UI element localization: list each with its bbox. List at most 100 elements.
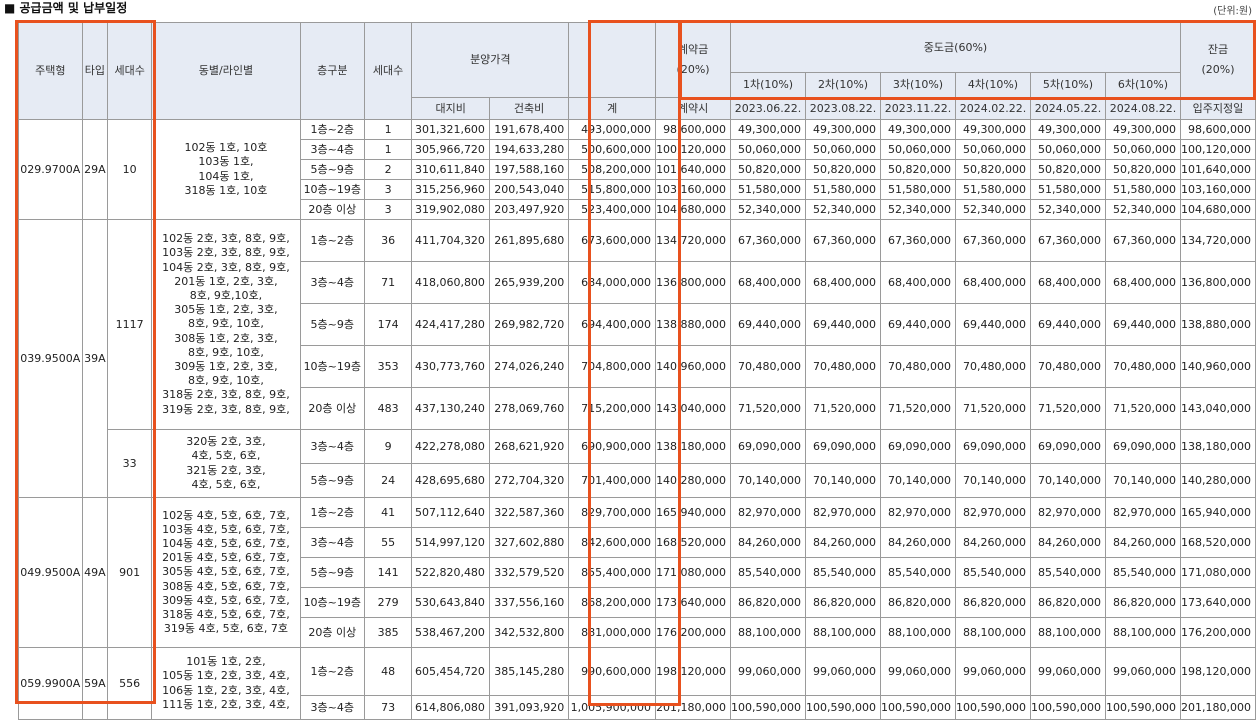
middle-payment-cell: 50,820,000 xyxy=(1029,159,1106,180)
middle-payment-cell: 88,100,000 xyxy=(1104,617,1181,648)
header-building-cost: 건축비 xyxy=(488,97,570,120)
floor-cell: 5층~9층 xyxy=(299,303,365,346)
deposit-cell: 143,040,000 xyxy=(655,387,732,430)
middle-payment-cell: 100,590,000 xyxy=(1104,695,1181,720)
middle-payment-cell: 82,970,000 xyxy=(805,497,882,528)
households-cell: 901 xyxy=(107,497,153,648)
balance-cell: 140,960,000 xyxy=(1179,345,1256,388)
header-balance-pct: (20%) xyxy=(1201,63,1235,76)
floor-households-cell: 483 xyxy=(363,387,413,430)
balance-cell: 138,180,000 xyxy=(1179,429,1256,464)
dong-line-text: 319동 4호, 5호, 6호, 7호 xyxy=(163,622,288,636)
type-cell: 39A xyxy=(81,219,109,498)
total-cell: 842,600,000 xyxy=(568,527,657,558)
total-cell: 829,700,000 xyxy=(568,497,657,528)
building-cost-cell: 322,587,360 xyxy=(488,497,570,528)
middle-payment-cell: 70,480,000 xyxy=(880,345,956,388)
middle-payment-cell: 67,360,000 xyxy=(805,219,882,262)
table-row: 3층~4층 71 418,060,800 265,939,200 684,000,000… xyxy=(19,261,1256,304)
total-cell: 515,800,000 xyxy=(568,179,657,200)
dong-line-text: 319동 2호, 3호, 8호, 9호, xyxy=(162,402,290,416)
balance-cell: 103,160,000 xyxy=(1179,179,1256,200)
middle-payment-cell: 85,540,000 xyxy=(1029,557,1106,588)
dong-line-text: 105동 1호, 2호, 3호, 4호, xyxy=(162,669,290,683)
middle-payment-cell: 69,440,000 xyxy=(1029,303,1106,346)
total-cell: 715,200,000 xyxy=(568,387,657,430)
dong-line-cell: 101동 1호, 2호, 105동 1호, 2호, 3호, 4호, 106동 1호,… xyxy=(151,647,301,720)
deposit-cell: 101,640,000 xyxy=(655,159,732,180)
middle-payment-cell: 69,090,000 xyxy=(805,429,882,464)
header-middle-round: 2차(10%) xyxy=(805,72,882,98)
floor-households-cell: 36 xyxy=(363,219,413,262)
floor-cell: 5층~9층 xyxy=(299,463,365,498)
floor-households-cell: 141 xyxy=(363,557,413,588)
building-cost-cell: 203,497,920 xyxy=(488,199,570,220)
floor-cell: 3층~4층 xyxy=(299,429,365,464)
middle-payment-cell: 52,340,000 xyxy=(955,199,1031,220)
deposit-cell: 165,940,000 xyxy=(655,497,732,528)
middle-payment-cell: 99,060,000 xyxy=(955,647,1031,696)
header-middle-date: 2024.05.22. xyxy=(1029,97,1106,120)
land-cost-cell: 315,256,960 xyxy=(411,179,490,200)
middle-payment-cell: 68,400,000 xyxy=(880,261,956,304)
unit-note: (단위:원) xyxy=(1213,6,1252,17)
dong-line-text: 102동 4호, 5호, 6호, 7호, xyxy=(162,508,290,522)
middle-payment-cell: 68,400,000 xyxy=(805,261,882,304)
middle-payment-cell: 100,590,000 xyxy=(730,695,807,720)
middle-payment-cell: 50,060,000 xyxy=(880,139,956,160)
middle-payment-cell: 71,520,000 xyxy=(1029,387,1106,430)
floor-cell: 3층~4층 xyxy=(299,695,365,720)
balance-cell: 101,640,000 xyxy=(1179,159,1256,180)
floor-households-cell: 41 xyxy=(363,497,413,528)
middle-payment-cell: 82,970,000 xyxy=(1029,497,1106,528)
land-cost-cell: 319,902,080 xyxy=(411,199,490,220)
middle-payment-cell: 70,140,000 xyxy=(805,463,882,498)
dong-line-text: 309동 4호, 5호, 6호, 7호, xyxy=(162,593,290,607)
header-balance-label: 잔금 xyxy=(1207,43,1229,56)
middle-payment-cell: 71,520,000 xyxy=(1104,387,1181,430)
floor-households-cell: 3 xyxy=(363,179,413,200)
floor-households-cell: 174 xyxy=(363,303,413,346)
balance-cell: 138,880,000 xyxy=(1179,303,1256,346)
dong-line-text: 101동 1호, 2호, xyxy=(186,655,266,669)
middle-payment-cell: 67,360,000 xyxy=(880,219,956,262)
floor-cell: 10층~19층 xyxy=(299,587,365,618)
middle-payment-cell: 69,090,000 xyxy=(730,429,807,464)
building-cost-cell: 385,145,280 xyxy=(488,647,570,696)
middle-payment-cell: 84,260,000 xyxy=(880,527,956,558)
middle-payment-cell: 69,440,000 xyxy=(955,303,1031,346)
header-middle-round: 5차(10%) xyxy=(1029,72,1106,98)
total-cell: 881,000,000 xyxy=(568,617,657,648)
dong-line-text: 308동 1호, 2호, 3호, xyxy=(174,331,278,345)
balance-cell: 104,680,000 xyxy=(1179,199,1256,220)
deposit-cell: 176,200,000 xyxy=(655,617,732,648)
balance-cell: 134,720,000 xyxy=(1179,219,1256,262)
deposit-cell: 104,680,000 xyxy=(655,199,732,220)
header-sale-price: 분양가격 xyxy=(411,22,570,98)
balance-cell: 173,640,000 xyxy=(1179,587,1256,618)
house-type-cell: 039.9500A xyxy=(18,219,83,498)
floor-cell: 3층~4층 xyxy=(299,261,365,304)
middle-payment-cell: 82,970,000 xyxy=(955,497,1031,528)
house-type-cell: 059.9900A xyxy=(18,647,83,720)
middle-payment-cell: 99,060,000 xyxy=(1104,647,1181,696)
floor-households-cell: 9 xyxy=(363,429,413,464)
total-cell: 673,600,000 xyxy=(568,219,657,262)
header-middle-round: 4차(10%) xyxy=(955,72,1031,98)
middle-payment-cell: 85,540,000 xyxy=(730,557,807,588)
middle-payment-cell: 50,060,000 xyxy=(1029,139,1106,160)
building-cost-cell: 391,093,920 xyxy=(488,695,570,720)
middle-payment-cell: 49,300,000 xyxy=(1029,119,1106,140)
middle-payment-cell: 84,260,000 xyxy=(730,527,807,558)
middle-payment-cell: 85,540,000 xyxy=(880,557,956,588)
deposit-cell: 173,640,000 xyxy=(655,587,732,618)
middle-payment-cell: 69,090,000 xyxy=(880,429,956,464)
building-cost-cell: 200,543,040 xyxy=(488,179,570,200)
balance-cell: 143,040,000 xyxy=(1179,387,1256,430)
dong-line-text: 4호, 5호, 6호, xyxy=(191,449,261,463)
households-cell: 10 xyxy=(107,119,153,220)
dong-line-text: 104동 1호, xyxy=(198,169,254,183)
middle-payment-cell: 99,060,000 xyxy=(730,647,807,696)
floor-cell: 3층~4층 xyxy=(299,527,365,558)
land-cost-cell: 507,112,640 xyxy=(411,497,490,528)
